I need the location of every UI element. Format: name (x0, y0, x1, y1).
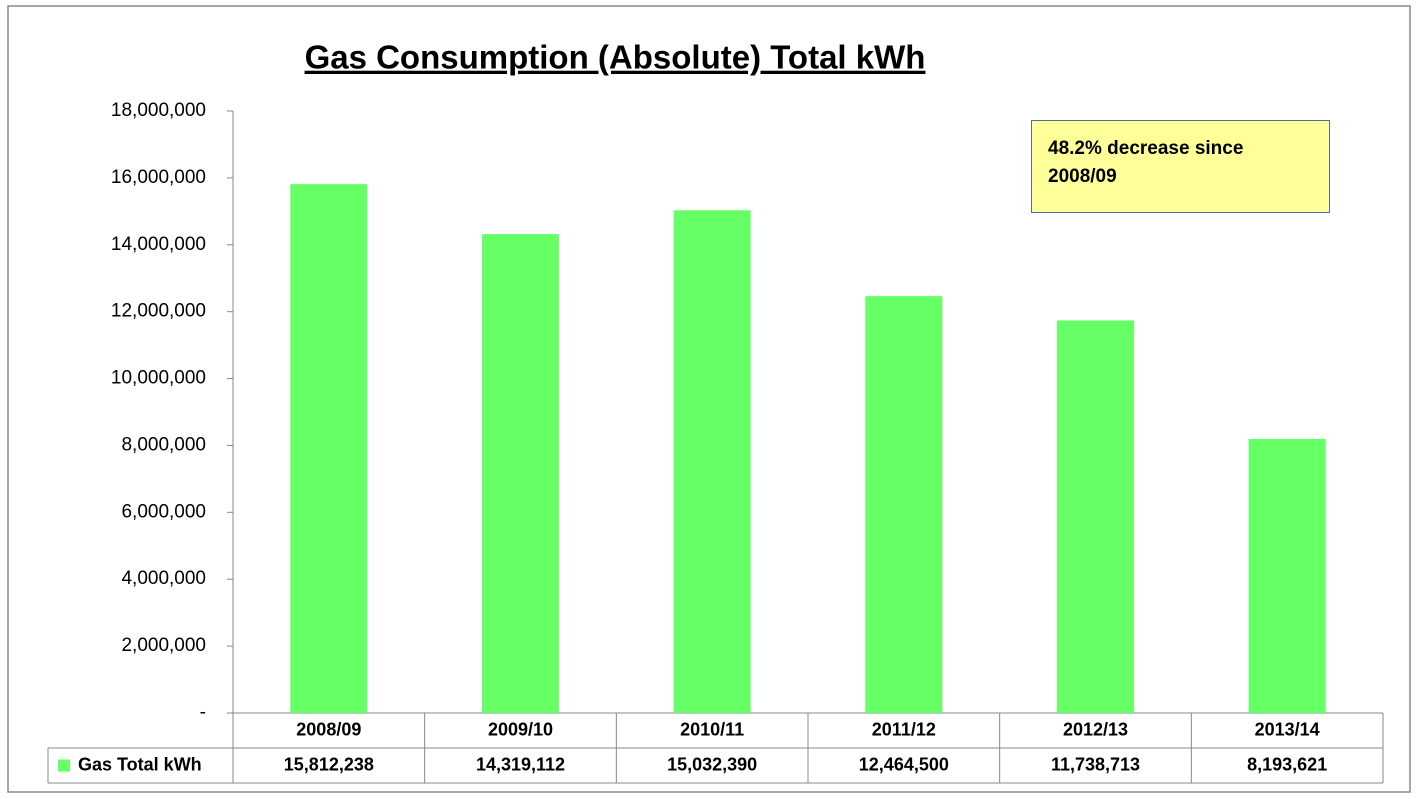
y-tick-label: 10,000,000 (111, 368, 206, 389)
y-tick-label: 8,000,000 (121, 434, 206, 455)
y-tick-label: 14,000,000 (111, 234, 206, 255)
bar (673, 210, 751, 713)
value-label: 12,464,500 (859, 754, 949, 774)
bar (1057, 320, 1134, 713)
y-tick-label: 4,000,000 (121, 568, 206, 589)
y-tick-label: - (200, 702, 206, 723)
x-tick-label: 2013/14 (1255, 719, 1320, 739)
bar (482, 234, 559, 713)
y-tick-label: 12,000,000 (111, 301, 206, 322)
x-tick-label: 2010/11 (680, 719, 744, 739)
bar (290, 184, 368, 714)
y-tick-label: 18,000,000 (111, 100, 206, 121)
value-label: 15,812,238 (284, 754, 374, 774)
x-tick-label: 2009/10 (488, 719, 553, 739)
value-label: 11,738,713 (1051, 754, 1140, 774)
y-tick-label: 2,000,000 (121, 635, 206, 656)
x-tick-label: 2008/09 (296, 719, 361, 739)
chart-title: Gas Consumption (Absolute) Total kWh (305, 39, 926, 76)
bar (865, 296, 943, 713)
bar (1248, 438, 1326, 713)
y-tick-label: 16,000,000 (111, 167, 206, 188)
annotation: 48.2% decrease since 2008/09 (1031, 120, 1330, 213)
value-label: 8,193,621 (1247, 754, 1327, 774)
y-tick-label: 6,000,000 (121, 501, 206, 522)
x-tick-label: 2011/12 (872, 719, 936, 739)
legend-swatch (58, 759, 70, 772)
legend-label: Gas Total kWh (78, 754, 202, 774)
x-tick-label: 2012/13 (1063, 719, 1128, 739)
value-label: 15,032,390 (667, 754, 757, 774)
value-label: 14,319,112 (476, 754, 565, 774)
